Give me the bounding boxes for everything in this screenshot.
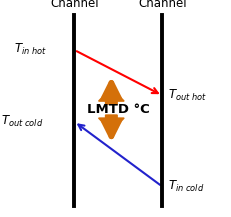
FancyArrow shape bbox=[98, 115, 124, 132]
Text: LMTD °C: LMTD °C bbox=[87, 103, 149, 116]
Text: $T_{out\ cold}$: $T_{out\ cold}$ bbox=[1, 114, 43, 129]
Text: $T_{out\ hot}$: $T_{out\ hot}$ bbox=[167, 88, 206, 103]
Text: $T_{in\ hot}$: $T_{in\ hot}$ bbox=[14, 42, 47, 58]
Text: Top
Channel: Top Channel bbox=[50, 0, 98, 10]
Text: $T_{in\ cold}$: $T_{in\ cold}$ bbox=[167, 179, 204, 194]
FancyArrow shape bbox=[98, 87, 124, 104]
Text: Bottom
Channel: Bottom Channel bbox=[137, 0, 186, 10]
